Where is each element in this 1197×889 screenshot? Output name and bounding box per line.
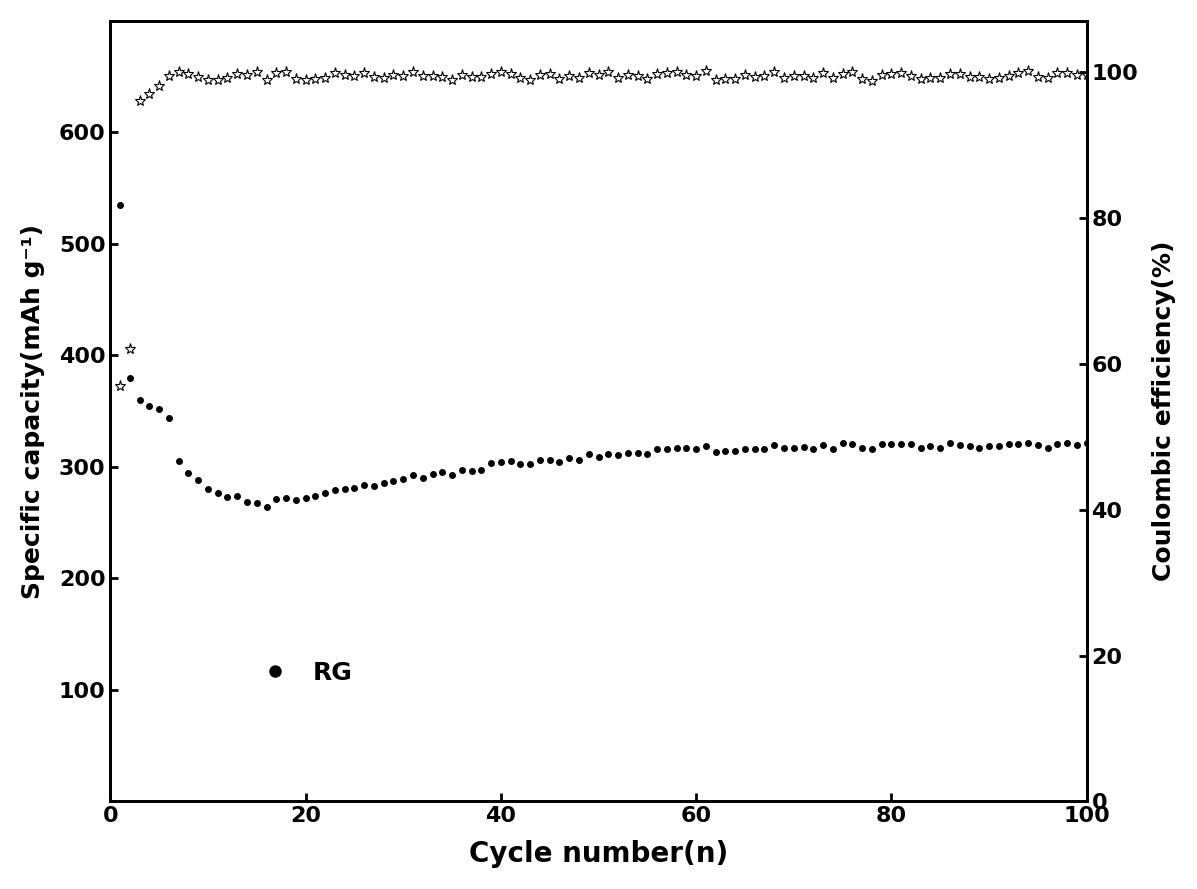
Y-axis label: Coulombic efficiency(%): Coulombic efficiency(%) xyxy=(1153,241,1177,581)
Y-axis label: Specific capacity(mAh g⁻¹): Specific capacity(mAh g⁻¹) xyxy=(20,224,44,598)
Legend: RG: RG xyxy=(239,652,363,695)
X-axis label: Cycle number(n): Cycle number(n) xyxy=(469,840,728,869)
